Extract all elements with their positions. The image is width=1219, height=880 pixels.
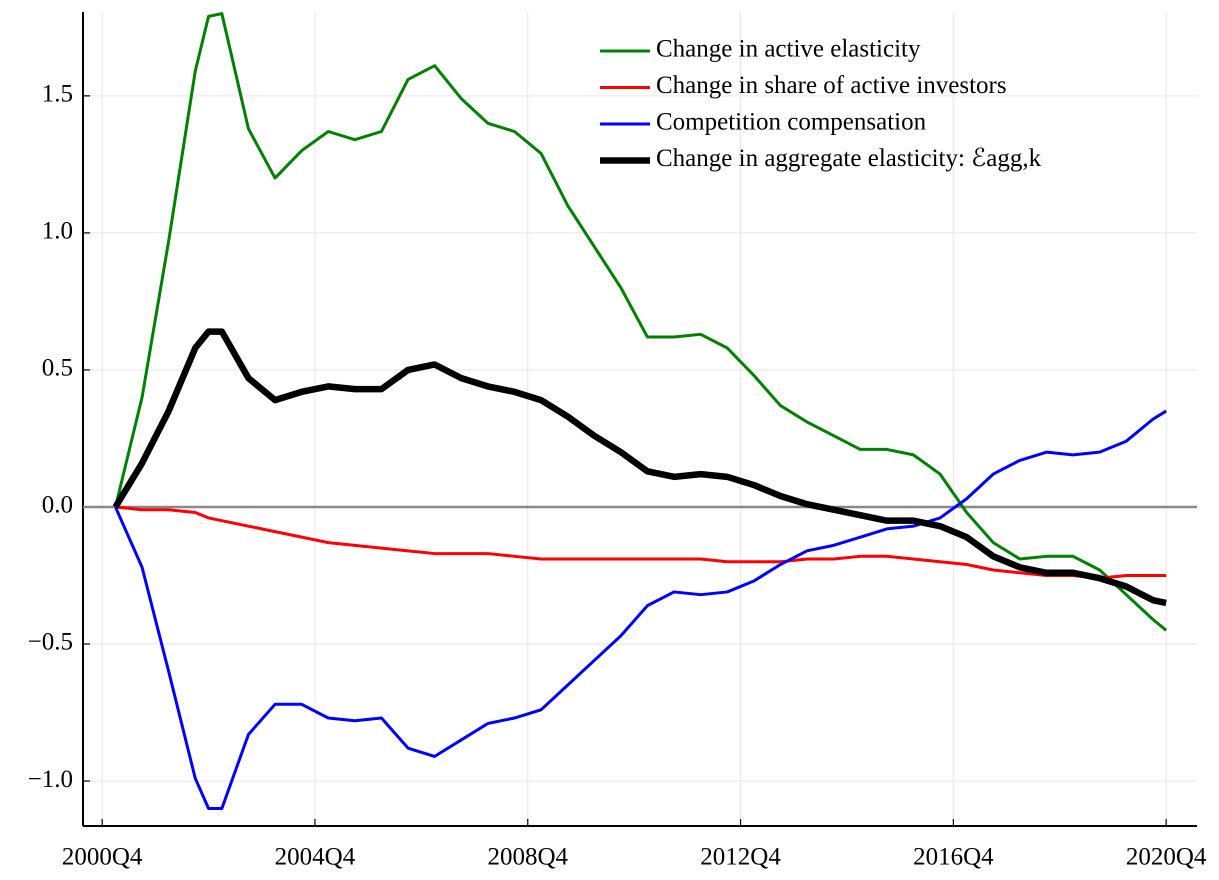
y-tick-label: 0.0 bbox=[42, 492, 73, 519]
line-series bbox=[113, 12, 1168, 632]
x-tick-label: 2020Q4 bbox=[1126, 844, 1207, 871]
legend-label: Change in active elasticity bbox=[656, 36, 921, 63]
y-tick-label: 1.0 bbox=[42, 218, 73, 245]
line-series bbox=[114, 409, 1167, 810]
line-series bbox=[115, 505, 1167, 580]
y-tick-label: −0.5 bbox=[28, 629, 73, 656]
legend-label: Change in share of active investors bbox=[656, 72, 1007, 99]
y-tick-label: −1.0 bbox=[28, 766, 73, 793]
y-tick-label: 0.5 bbox=[42, 355, 73, 382]
y-tick-label: 1.5 bbox=[42, 81, 73, 108]
x-tick-label: 2008Q4 bbox=[487, 844, 568, 871]
line-series bbox=[112, 328, 1167, 607]
x-tick-label: 2016Q4 bbox=[913, 844, 994, 871]
x-tick-label: 2000Q4 bbox=[62, 844, 143, 871]
legend-label: Competition compensation bbox=[656, 109, 927, 136]
x-tick-label: 2012Q4 bbox=[700, 844, 781, 871]
x-tick-label: 2004Q4 bbox=[275, 844, 356, 871]
legend-label: Change in aggregate elasticity: ℰagg,k bbox=[656, 145, 1042, 172]
